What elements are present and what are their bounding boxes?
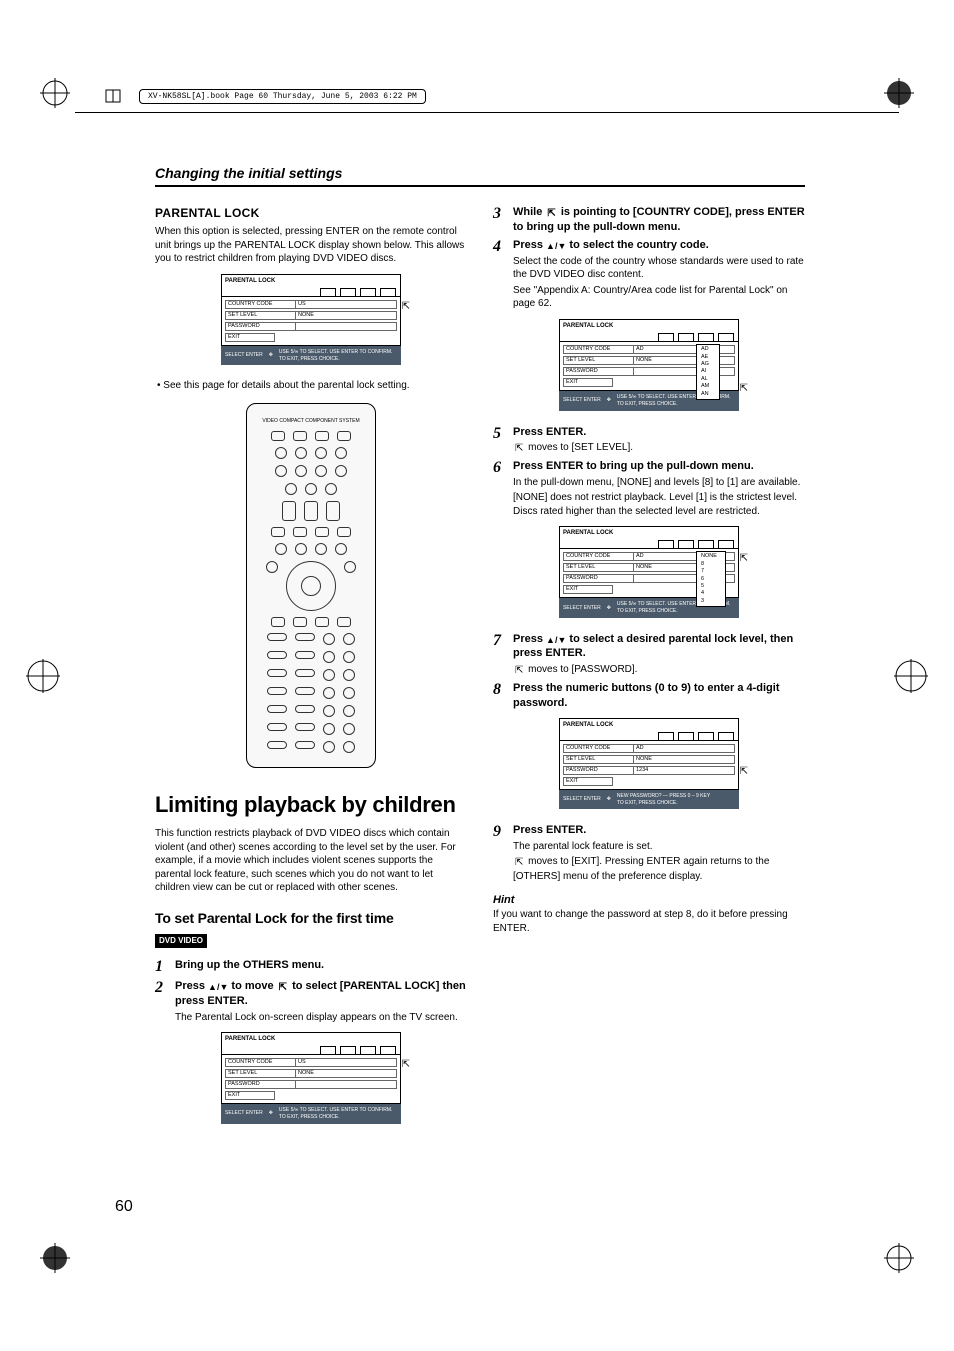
- step-number: 5: [493, 425, 507, 456]
- osd-country-dropdown: PARENTAL LOCK COUNTRY CODEAD SET LEVELNO…: [559, 319, 739, 411]
- heading-parental-lock: PARENTAL LOCK: [155, 205, 467, 221]
- step-4-title: Press ▲/▼ to select the country code.: [513, 238, 805, 253]
- step-7-text: ⇱ moves to [PASSWORD].: [513, 663, 805, 678]
- step-7-title: Press ▲/▼ to select a desired parental l…: [513, 632, 805, 661]
- crop-mark-br: [884, 1243, 914, 1273]
- parental-desc: When this option is selected, pressing E…: [155, 225, 467, 266]
- hint-heading: Hint: [493, 893, 805, 908]
- step-number: 6: [493, 459, 507, 518]
- heading-limiting: Limiting playback by children: [155, 790, 467, 820]
- bullet-see-page: • See this page for details about the pa…: [157, 379, 467, 393]
- page-content: Changing the initial settings PARENTAL L…: [155, 165, 805, 1138]
- osd-parental-1: PARENTAL LOCK COUNTRY CODEUS SET LEVELNO…: [221, 274, 401, 366]
- pdf-meta-text: XV-NK58SL[A].book Page 60 Thursday, June…: [139, 89, 426, 104]
- registration-mark-left: [26, 659, 60, 693]
- cursor-icon: ⇱: [515, 664, 523, 678]
- step-9-text2: ⇱ moves to [EXIT]. Pressing ENTER again …: [513, 855, 805, 883]
- step-number: 8: [493, 681, 507, 710]
- section-title: Changing the initial settings: [155, 165, 805, 187]
- dvd-video-badge: DVD VIDEO: [155, 934, 207, 948]
- step-number: 4: [493, 238, 507, 311]
- registration-mark-right: [894, 659, 928, 693]
- right-column: 3 While ⇱ is pointing to [COUNTRY CODE],…: [493, 205, 805, 1138]
- cursor-icon: ⇱: [515, 856, 523, 870]
- step-2: 2 Press ▲/▼ to move ⇱ to select [PARENTA…: [155, 979, 467, 1024]
- cursor-icon: ⇱: [402, 1058, 410, 1072]
- step-3-title: While ⇱ is pointing to [COUNTRY CODE], p…: [513, 205, 805, 234]
- cursor-icon: ⇱: [515, 442, 523, 456]
- osd-level-dropdown: PARENTAL LOCK COUNTRY CODEAD SET LEVELNO…: [559, 526, 739, 618]
- cursor-icon: ⇱: [402, 300, 410, 314]
- step-number: 3: [493, 205, 507, 234]
- page-number: 60: [115, 1198, 133, 1216]
- cursor-icon: ⇱: [740, 382, 748, 396]
- osd-title: PARENTAL LOCK: [222, 275, 400, 287]
- step-number: 2: [155, 979, 169, 1024]
- hint-text: If you want to change the password at st…: [493, 908, 805, 935]
- step-7: 7 Press ▲/▼ to select a desired parental…: [493, 632, 805, 677]
- step-5-text: ⇱ moves to [SET LEVEL].: [513, 441, 805, 456]
- country-dropdown: AD AE AG AI AL AM AN: [696, 344, 720, 400]
- cursor-icon: ⇱: [547, 207, 555, 220]
- step-3: 3 While ⇱ is pointing to [COUNTRY CODE],…: [493, 205, 805, 234]
- cursor-icon: ⇱: [740, 765, 748, 779]
- header-rule: [75, 112, 899, 113]
- osd-parental-2: PARENTAL LOCK COUNTRY CODEUS SET LEVELNO…: [221, 1032, 401, 1124]
- left-column: PARENTAL LOCK When this option is select…: [155, 205, 467, 1138]
- crop-mark-tl: [40, 78, 70, 108]
- remote-label: VIDEO COMPACT COMPONENT SYSTEM: [257, 418, 365, 425]
- step-6: 6 Press ENTER to bring up the pull-down …: [493, 459, 805, 518]
- heading-first-time: To set Parental Lock for the first time: [155, 909, 467, 928]
- osd-password: PARENTAL LOCK COUNTRY CODEAD SET LEVELNO…: [559, 718, 739, 810]
- remote-control-diagram: VIDEO COMPACT COMPONENT SYSTEM: [246, 403, 376, 768]
- step-number: 9: [493, 823, 507, 883]
- step-8: 8 Press the numeric buttons (0 to 9) to …: [493, 681, 805, 710]
- book-icon: [105, 88, 121, 104]
- cursor-icon: ⇱: [740, 552, 748, 566]
- step-9: 9 Press ENTER. The parental lock feature…: [493, 823, 805, 883]
- crop-mark-bl: [40, 1243, 70, 1273]
- step-2-title: Press ▲/▼ to move ⇱ to select [PARENTAL …: [175, 979, 467, 1008]
- dpad: [286, 561, 336, 611]
- cursor-icon: ⇱: [279, 981, 287, 994]
- limit-desc: This function restricts playback of DVD …: [155, 827, 467, 895]
- pdf-header: XV-NK58SL[A].book Page 60 Thursday, June…: [105, 84, 899, 108]
- step-number: 7: [493, 632, 507, 677]
- step-1: 1 Bring up the OTHERS menu.: [155, 958, 467, 976]
- step-5: 5 Press ENTER. ⇱ moves to [SET LEVEL].: [493, 425, 805, 456]
- level-dropdown: NONE 8 7 6 5 4 3: [696, 551, 726, 607]
- osd-footer: SELECT ENTER ✥ USE 5/∞ TO SELECT. USE EN…: [221, 346, 401, 366]
- step-4: 4 Press ▲/▼ to select the country code. …: [493, 238, 805, 311]
- step-number: 1: [155, 958, 169, 976]
